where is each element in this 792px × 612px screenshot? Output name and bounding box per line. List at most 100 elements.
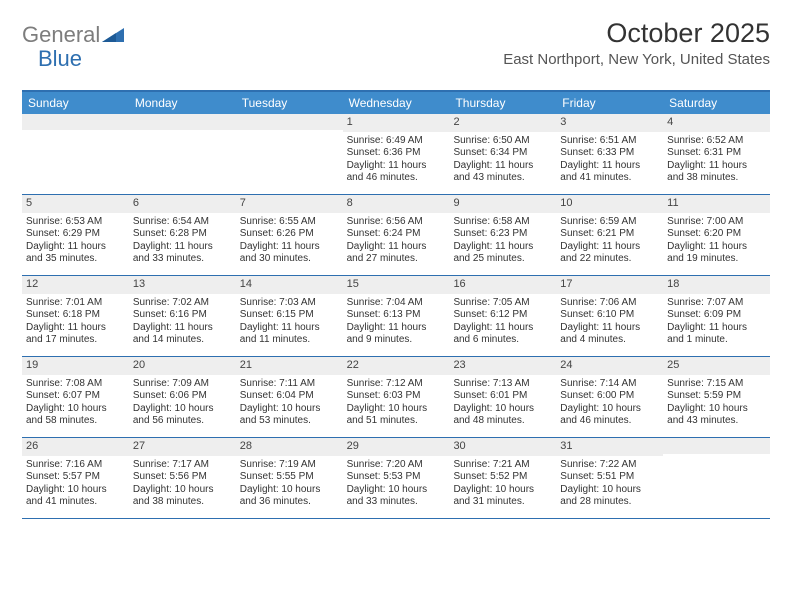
sunset-text: Sunset: 6:15 PM [240,309,339,322]
sunrise-text: Sunrise: 7:00 AM [667,216,766,229]
week-row: 26Sunrise: 7:16 AMSunset: 5:57 PMDayligh… [22,438,770,519]
day-body: Sunrise: 7:09 AMSunset: 6:06 PMDaylight:… [129,375,236,432]
day-body: Sunrise: 7:06 AMSunset: 6:10 PMDaylight:… [556,294,663,351]
day-cell: 13 Sunrise: 7:02 AMSunset: 6:16 PMDayligh… [129,276,236,356]
day-cell: 25Sunrise: 7:15 AMSunset: 5:59 PMDayligh… [663,357,770,437]
day-number: 12 [22,276,129,294]
day-cell [22,114,129,194]
day-body: Sunrise: 7:07 AMSunset: 6:09 PMDaylight:… [663,294,770,351]
sunset-text: Sunset: 6:16 PM [133,309,232,322]
day-cell: 19Sunrise: 7:08 AMSunset: 6:07 PMDayligh… [22,357,129,437]
sunrise-text: Sunrise: 6:54 AM [133,216,232,229]
sunrise-text: Sunrise: 7:13 AM [453,378,552,391]
daylight-text: Daylight: 10 hours and 41 minutes. [26,484,125,509]
sunset-text: Sunset: 6:20 PM [667,228,766,241]
day-number: 1 [343,114,450,132]
sunrise-text: Sunrise: 7:21 AM [453,459,552,472]
daylight-text: Daylight: 11 hours and 4 minutes. [560,322,659,347]
daylight-text: Daylight: 10 hours and 46 minutes. [560,403,659,428]
sunset-text: Sunset: 5:59 PM [667,390,766,403]
daylight-text: Daylight: 11 hours and 30 minutes. [240,241,339,266]
day-number: 21 [236,357,343,375]
sunrise-text: Sunrise: 7:02 AM [133,297,232,310]
sunset-text: Sunset: 5:52 PM [453,471,552,484]
sunset-text: Sunset: 6:10 PM [560,309,659,322]
sunrise-text: Sunrise: 7:12 AM [347,378,446,391]
daylight-text: Daylight: 10 hours and 56 minutes. [133,403,232,428]
day-cell: 23Sunrise: 7:13 AMSunset: 6:01 PMDayligh… [449,357,556,437]
sunset-text: Sunset: 6:24 PM [347,228,446,241]
day-number: 13 [129,276,236,294]
day-cell: 4Sunrise: 6:52 AMSunset: 6:31 PMDaylight… [663,114,770,194]
sunset-text: Sunset: 6:29 PM [26,228,125,241]
day-cell: 3Sunrise: 6:51 AMSunset: 6:33 PMDaylight… [556,114,663,194]
day-body: Sunrise: 6:54 AMSunset: 6:28 PMDaylight:… [129,213,236,270]
day-number: 7 [236,195,343,213]
sunset-text: Sunset: 6:26 PM [240,228,339,241]
sunset-text: Sunset: 6:33 PM [560,147,659,160]
sunset-text: Sunset: 5:55 PM [240,471,339,484]
day-cell: 2Sunrise: 6:50 AMSunset: 6:34 PMDaylight… [449,114,556,194]
sunrise-text: Sunrise: 7:22 AM [560,459,659,472]
sunset-text: Sunset: 6:09 PM [667,309,766,322]
day-body: Sunrise: 7:12 AMSunset: 6:03 PMDaylight:… [343,375,450,432]
day-number: 22 [343,357,450,375]
day-number: 25 [663,357,770,375]
day-body: Sunrise: 7:16 AMSunset: 5:57 PMDaylight:… [22,456,129,513]
day-body: Sunrise: 7:22 AMSunset: 5:51 PMDaylight:… [556,456,663,513]
day-cell: 17Sunrise: 7:06 AMSunset: 6:10 PMDayligh… [556,276,663,356]
day-cell: 11 Sunrise: 7:00 AMSunset: 6:20 PMDayligh… [663,195,770,275]
daylight-text: Daylight: 11 hours and 22 minutes. [560,241,659,266]
daylight-text: Daylight: 11 hours and 14 minutes. [133,322,232,347]
sunrise-text: Sunrise: 7:19 AM [240,459,339,472]
day-number: 27 [129,438,236,456]
day-body: Sunrise: 6:51 AMSunset: 6:33 PMDaylight:… [556,132,663,189]
day-cell: 29Sunrise: 7:20 AMSunset: 5:53 PMDayligh… [343,438,450,518]
day-of-week-header: Friday [556,92,663,114]
day-number: 24 [556,357,663,375]
day-number [22,114,129,130]
day-of-week-header: Saturday [663,92,770,114]
day-cell [663,438,770,518]
week-row: 12Sunrise: 7:01 AMSunset: 6:18 PMDayligh… [22,276,770,357]
sunrise-text: Sunrise: 6:51 AM [560,135,659,148]
sunset-text: Sunset: 5:53 PM [347,471,446,484]
day-number: 14 [236,276,343,294]
day-cell: 26Sunrise: 7:16 AMSunset: 5:57 PMDayligh… [22,438,129,518]
sunrise-text: Sunrise: 6:55 AM [240,216,339,229]
day-cell: 5Sunrise: 6:53 AMSunset: 6:29 PMDaylight… [22,195,129,275]
day-number [236,114,343,130]
daylight-text: Daylight: 10 hours and 53 minutes. [240,403,339,428]
day-body: Sunrise: 7:19 AMSunset: 5:55 PMDaylight:… [236,456,343,513]
sunrise-text: Sunrise: 7:04 AM [347,297,446,310]
day-body: Sunrise: 7:13 AMSunset: 6:01 PMDaylight:… [449,375,556,432]
day-of-week-header: Tuesday [236,92,343,114]
day-cell: 7 Sunrise: 6:55 AMSunset: 6:26 PMDaylight… [236,195,343,275]
daylight-text: Daylight: 10 hours and 38 minutes. [133,484,232,509]
day-number: 11 [663,195,770,213]
daylight-text: Daylight: 11 hours and 11 minutes. [240,322,339,347]
day-cell: 12Sunrise: 7:01 AMSunset: 6:18 PMDayligh… [22,276,129,356]
day-of-week-header: Monday [129,92,236,114]
day-of-week-row: SundayMondayTuesdayWednesdayThursdayFrid… [22,92,770,114]
sunset-text: Sunset: 6:12 PM [453,309,552,322]
calendar: SundayMondayTuesdayWednesdayThursdayFrid… [22,90,770,519]
sunrise-text: Sunrise: 7:07 AM [667,297,766,310]
sunset-text: Sunset: 6:34 PM [453,147,552,160]
day-body [129,130,236,137]
sunset-text: Sunset: 5:51 PM [560,471,659,484]
day-body: Sunrise: 6:58 AMSunset: 6:23 PMDaylight:… [449,213,556,270]
sunrise-text: Sunrise: 7:03 AM [240,297,339,310]
sunset-text: Sunset: 6:06 PM [133,390,232,403]
day-number: 8 [343,195,450,213]
sunrise-text: Sunrise: 7:09 AM [133,378,232,391]
day-cell: 14 Sunrise: 7:03 AMSunset: 6:15 PMDayligh… [236,276,343,356]
location-text: East Northport, New York, United States [503,51,770,68]
sunrise-text: Sunrise: 7:17 AM [133,459,232,472]
sunrise-text: Sunrise: 7:08 AM [26,378,125,391]
day-number: 19 [22,357,129,375]
daylight-text: Daylight: 11 hours and 9 minutes. [347,322,446,347]
day-body: Sunrise: 7:01 AMSunset: 6:18 PMDaylight:… [22,294,129,351]
daylight-text: Daylight: 11 hours and 43 minutes. [453,160,552,185]
daylight-text: Daylight: 11 hours and 19 minutes. [667,241,766,266]
